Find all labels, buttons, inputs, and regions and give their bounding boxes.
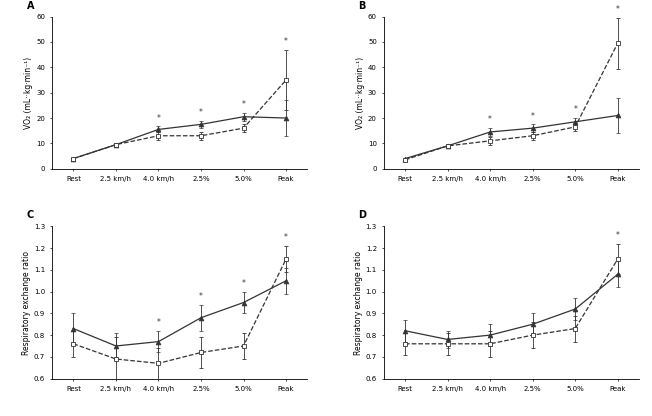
Text: *: * — [284, 233, 288, 242]
Text: *: * — [199, 108, 203, 117]
Y-axis label: VO₂ (mL··kg·min⁻¹): VO₂ (mL··kg·min⁻¹) — [356, 57, 365, 129]
Text: *: * — [242, 100, 245, 109]
Text: C: C — [27, 210, 34, 220]
Y-axis label: Respiratory exchange ratio: Respiratory exchange ratio — [22, 250, 31, 354]
Text: *: * — [615, 5, 619, 14]
Text: *: * — [531, 111, 535, 121]
Text: *: * — [199, 292, 203, 301]
Text: *: * — [156, 318, 160, 327]
Text: *: * — [615, 231, 619, 240]
Text: B: B — [359, 0, 366, 10]
Text: A: A — [27, 0, 34, 10]
Text: *: * — [284, 37, 288, 46]
Text: D: D — [359, 210, 366, 220]
Text: *: * — [488, 115, 492, 124]
Y-axis label: Respiratory exchange ratio: Respiratory exchange ratio — [354, 250, 363, 354]
Y-axis label: VO₂ (mL··kg·min⁻¹): VO₂ (mL··kg·min⁻¹) — [24, 57, 33, 129]
Text: *: * — [242, 279, 245, 288]
Text: *: * — [156, 114, 160, 123]
Text: *: * — [573, 105, 577, 114]
